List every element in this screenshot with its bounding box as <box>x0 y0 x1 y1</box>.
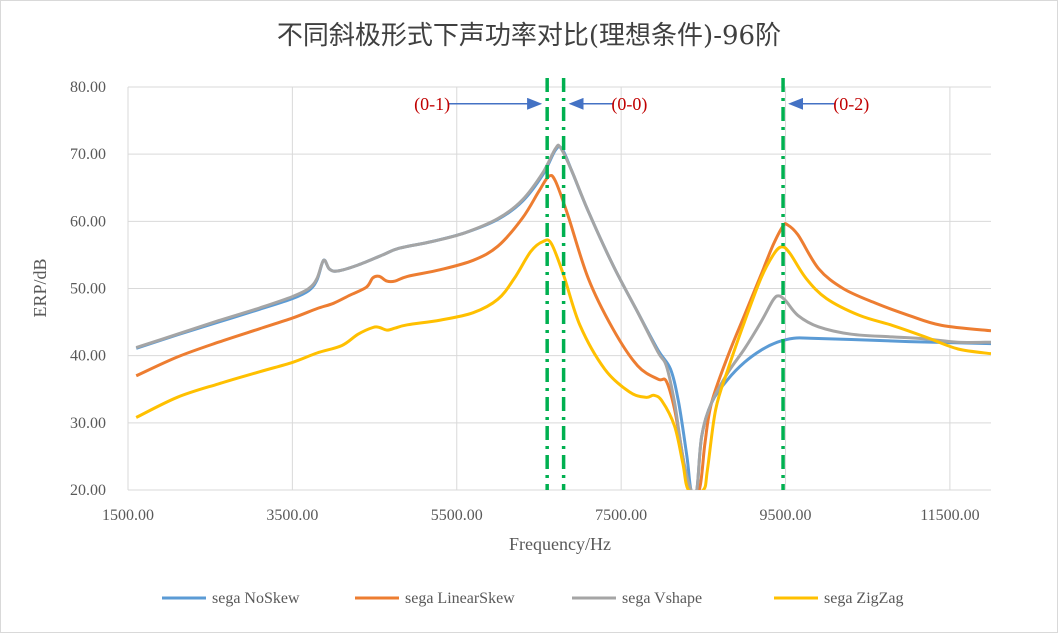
marker-lines <box>545 78 785 490</box>
x-tick-label: 1500.00 <box>102 507 154 524</box>
legend-label: sega ZigZag <box>824 590 904 607</box>
y-tick-label: 60.00 <box>70 213 106 230</box>
legend: sega NoSkew sega LinearSkew sega Vshape seg… <box>162 590 904 607</box>
y-tick-label: 30.00 <box>70 415 106 432</box>
x-tick-label: 5500.00 <box>431 507 483 524</box>
annotation-label: (0-0) <box>611 94 647 115</box>
annotation-label: (0-2) <box>833 94 869 115</box>
annotation-label: (0-1) <box>414 94 450 115</box>
series-lines <box>135 143 991 490</box>
annotations: (0-1) (0-0) (0-2) <box>414 94 869 115</box>
legend-label: sega Vshape <box>622 590 702 607</box>
grid-lines <box>127 86 991 491</box>
legend-label: sega NoSkew <box>212 590 300 607</box>
y-tick-label: 50.00 <box>70 281 106 298</box>
x-tick-label: 7500.00 <box>595 507 647 524</box>
series-line-sega-linearskew <box>135 173 991 490</box>
series-line-sega-zigzag <box>135 238 991 490</box>
y-tick-label: 70.00 <box>70 146 106 163</box>
tick-labels: 20.00 30.00 40.00 50.00 60.00 70.00 80.00 1500.… <box>70 79 980 524</box>
series-line-sega-vshape <box>135 143 991 490</box>
x-tick-label: 3500.00 <box>266 507 318 524</box>
y-axis-title: ERP/dB <box>30 258 50 317</box>
y-tick-label: 20.00 <box>70 482 106 499</box>
y-tick-label: 80.00 <box>70 79 106 96</box>
x-axis-title: Frequency/Hz <box>509 534 611 554</box>
chart-title: 不同斜极形式下声功率对比(理想条件)-96阶 <box>277 21 781 51</box>
y-tick-label: 40.00 <box>70 348 106 365</box>
x-tick-label: 11500.00 <box>920 507 979 524</box>
legend-label: sega LinearSkew <box>405 590 515 607</box>
x-tick-label: 9500.00 <box>760 507 812 524</box>
